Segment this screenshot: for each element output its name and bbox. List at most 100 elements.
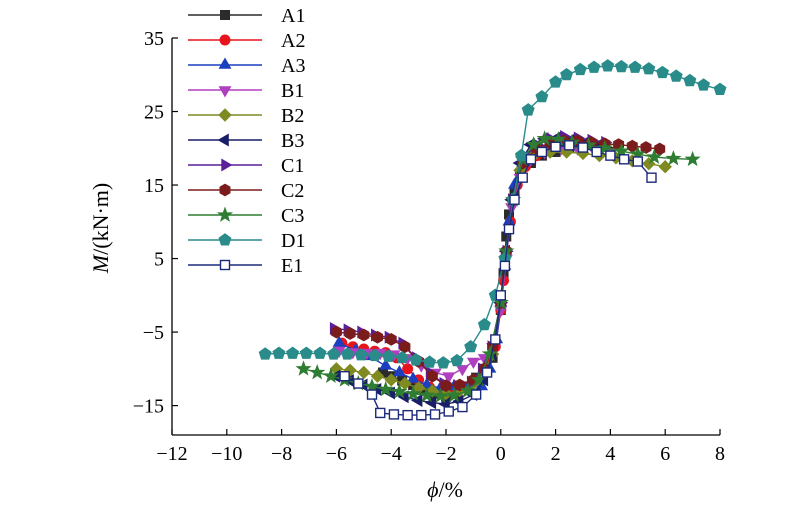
axes-layer: −12 −10 −8 −6 −4 −2 0 2 4 6 8 −15 −5 5 15 25 35 <box>133 28 725 465</box>
data-point-C3 <box>322 367 339 383</box>
legend-entry-C3: C3 <box>188 205 304 227</box>
data-point-D1 <box>573 62 587 76</box>
series-E1 <box>339 140 657 421</box>
data-point-D1 <box>521 103 535 116</box>
data-point-C2 <box>344 327 356 340</box>
legend-label: A2 <box>281 30 305 52</box>
legend-label: B2 <box>281 105 304 127</box>
data-point-E1 <box>605 150 616 161</box>
series-C3 <box>295 130 701 403</box>
data-point-C3 <box>391 383 408 399</box>
data-point-A3 <box>379 358 393 370</box>
y-tick-label: −5 <box>143 322 164 344</box>
data-point-C3 <box>525 136 542 152</box>
data-point-B2 <box>357 365 371 380</box>
data-point-D1 <box>382 349 395 362</box>
legend-marker <box>219 34 231 46</box>
x-tick-label: −12 <box>156 443 187 465</box>
data-point-B2 <box>384 373 398 387</box>
data-point-B1 <box>466 357 480 370</box>
data-point-C3 <box>309 364 326 380</box>
data-point-E1 <box>353 378 364 389</box>
data-point-D1 <box>450 353 464 367</box>
legend-entry-E1: E1 <box>188 255 303 277</box>
x-tick-label: −8 <box>271 443 292 465</box>
y-tick-label: −15 <box>133 396 164 418</box>
data-point-C2 <box>330 325 342 339</box>
data-point-C3 <box>613 142 630 159</box>
data-point-E1 <box>375 407 386 419</box>
data-point-E1 <box>457 401 468 413</box>
data-point-E1 <box>517 172 528 183</box>
data-point-E1 <box>618 154 630 165</box>
data-point-E1 <box>577 142 589 153</box>
x-tick-label: 8 <box>715 443 725 465</box>
legend-label: D1 <box>281 230 305 252</box>
data-point-C3 <box>646 148 663 165</box>
x-tick-label: 4 <box>605 443 615 465</box>
x-tick-label: −6 <box>326 443 347 465</box>
data-point-E1 <box>366 389 378 400</box>
data-point-C2 <box>640 141 652 154</box>
data-point-D1 <box>313 346 327 359</box>
legend-label: E1 <box>281 255 303 277</box>
data-point-D1 <box>683 73 697 87</box>
legend-label: B1 <box>281 80 304 102</box>
y-axis-var: M <box>88 253 113 274</box>
data-point-C3 <box>536 130 553 146</box>
data-point-D1 <box>395 350 409 364</box>
legend-marker <box>218 233 232 246</box>
data-point-E1 <box>591 146 602 158</box>
data-point-E1 <box>509 194 520 205</box>
series-line-B3 <box>336 136 600 405</box>
data-point-D1 <box>614 59 628 73</box>
data-point-D1 <box>272 346 286 359</box>
legend-label: C1 <box>281 155 304 177</box>
data-point-D1 <box>354 348 368 361</box>
data-point-E1 <box>470 389 482 400</box>
data-point-A3 <box>406 371 420 383</box>
series-layer <box>258 59 727 421</box>
legend-label: A3 <box>281 55 305 77</box>
data-point-D1 <box>601 59 615 72</box>
data-point-E1 <box>632 156 643 167</box>
legend-entry-A2: A2 <box>188 30 305 52</box>
x-tick-label: 0 <box>496 443 506 465</box>
data-point-E1 <box>525 154 537 165</box>
data-point-D1 <box>560 67 574 81</box>
data-point-C3 <box>418 386 435 403</box>
legend-entry-C1: C1 <box>188 155 304 177</box>
data-point-C3 <box>446 386 463 403</box>
data-point-C3 <box>665 150 682 166</box>
data-point-E1 <box>536 146 548 158</box>
data-point-A2 <box>402 363 414 375</box>
legend-marker <box>219 183 231 197</box>
legend-marker <box>217 133 229 147</box>
series-line-E1 <box>344 144 653 416</box>
legend-entry-A1: A1 <box>188 5 305 27</box>
x-tick-label: 6 <box>660 443 670 465</box>
data-point-D1 <box>713 82 727 95</box>
data-point-D1 <box>258 347 272 360</box>
data-point-C2 <box>654 142 666 156</box>
data-point-E1 <box>550 141 561 153</box>
data-point-E1 <box>564 140 575 151</box>
legend-entry-C2: C2 <box>188 180 304 202</box>
data-point-C3 <box>405 385 422 401</box>
data-point-D1 <box>514 148 528 162</box>
data-point-E1 <box>429 409 441 420</box>
data-point-D1 <box>656 65 669 79</box>
x-tick-label: −10 <box>211 443 242 465</box>
data-point-C3 <box>684 150 701 167</box>
legend-label: C3 <box>281 205 304 227</box>
legend-label: B3 <box>281 130 304 152</box>
data-point-D1 <box>368 348 382 362</box>
x-axis-unit: /% <box>438 477 462 502</box>
legend: A1 A2 A3 B1 B2 B3 C1 C2 C3 D1 E1 <box>188 5 305 277</box>
legend-marker <box>221 158 233 172</box>
data-point-D1 <box>697 78 711 91</box>
series-line-D1 <box>265 65 721 364</box>
data-point-D1 <box>299 346 313 359</box>
data-point-D1 <box>669 69 683 82</box>
